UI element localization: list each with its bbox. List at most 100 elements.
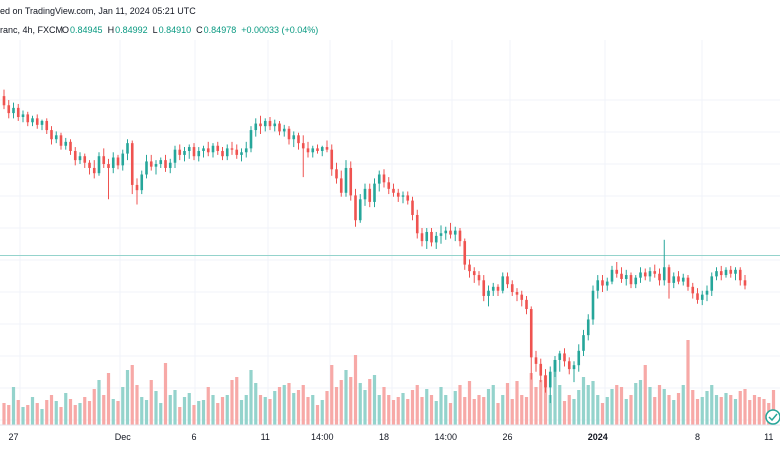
time-axis: 27 Dec 6 11 14:00 18 14:00 26 2024 8 11 <box>8 432 773 442</box>
volume-bar <box>648 387 652 425</box>
candle-body <box>434 235 438 243</box>
candle-body <box>629 275 633 285</box>
volume-bar <box>653 397 657 425</box>
candle-body <box>26 114 30 123</box>
candle-body <box>567 361 571 370</box>
candle-body <box>700 294 704 300</box>
volume-bar <box>672 400 676 425</box>
volume-bar <box>192 405 196 425</box>
candle-body <box>64 141 68 146</box>
candle-body <box>620 273 623 279</box>
volume-bar <box>596 395 600 425</box>
volume-bar <box>467 381 472 425</box>
volume-bar <box>330 365 334 425</box>
candle-body <box>111 157 115 168</box>
candle-body <box>12 107 15 114</box>
volume-bar <box>125 370 130 425</box>
volume-bar <box>482 397 486 425</box>
volume-bar <box>363 390 367 425</box>
volume-bar <box>87 401 92 425</box>
candle-body <box>225 148 229 157</box>
ohlc-label: H <box>108 25 115 35</box>
ohlc-value: 0.84910 <box>159 25 192 35</box>
volume-bar <box>463 397 467 425</box>
volume-bar <box>197 401 201 425</box>
candle-body <box>249 130 253 149</box>
volume-bar <box>591 381 595 425</box>
candle-body <box>643 272 647 277</box>
volume-bar <box>206 387 210 425</box>
candle-body <box>7 105 11 114</box>
ohlc-value: +0.00033 (+0.04%) <box>241 25 318 35</box>
candle-body <box>677 276 680 282</box>
volume-bar <box>144 400 149 425</box>
candle-body <box>59 135 63 146</box>
candle-body <box>349 167 353 196</box>
volume-bar <box>211 395 215 425</box>
volume-bar <box>510 399 514 425</box>
volume-bar <box>349 377 353 425</box>
volume-bar <box>700 397 704 425</box>
candle-body <box>73 150 77 161</box>
volume-bar <box>491 385 495 425</box>
candle-body <box>154 164 158 167</box>
volume-bar <box>78 403 82 425</box>
volume-bar <box>230 380 234 425</box>
tradingview-logo[interactable] <box>765 409 780 425</box>
volume-bar <box>49 395 54 425</box>
volume-bar <box>244 395 248 425</box>
candle-body <box>78 156 82 161</box>
x-tick-label: 14:00 <box>311 432 334 442</box>
candle-body <box>325 147 329 150</box>
candle-body <box>173 149 177 163</box>
volume-bar <box>54 401 58 425</box>
candle-body <box>425 231 429 242</box>
candle-body <box>724 269 728 276</box>
candle-body <box>449 230 452 235</box>
volume-bar <box>515 381 519 425</box>
volume-bar <box>111 399 115 425</box>
volume-bar <box>268 399 272 425</box>
volume-bar <box>562 401 567 425</box>
volume-bar <box>581 377 586 425</box>
x-tick-label: 26 <box>502 432 512 442</box>
candle-body <box>729 269 733 274</box>
volume-bar <box>182 397 187 425</box>
volume-bar <box>543 375 548 425</box>
candle-body <box>658 273 661 281</box>
volume-bar <box>600 403 605 425</box>
volume-bar <box>187 393 191 425</box>
candle-body <box>715 271 718 277</box>
volume-bar <box>387 395 391 425</box>
candle-body <box>563 353 566 362</box>
candle-body <box>344 167 348 193</box>
volume-bar <box>624 399 628 425</box>
volume-bar <box>757 397 761 425</box>
volume-bar <box>201 400 206 425</box>
candle-body <box>311 148 315 153</box>
candle-body <box>439 233 443 236</box>
candle-body <box>710 276 714 291</box>
x-tick-label: 11 <box>764 432 773 442</box>
volume-bar <box>539 380 543 425</box>
volume-bar <box>695 399 700 425</box>
volume-bar <box>705 391 709 425</box>
candle-body <box>468 264 471 272</box>
candle-body <box>192 147 196 157</box>
candle-body <box>373 183 376 202</box>
candle-body <box>282 128 286 132</box>
candle-body <box>126 143 129 154</box>
volume-bar <box>710 385 714 425</box>
volume-bar <box>121 387 125 425</box>
ohlc-label: L <box>153 25 158 35</box>
candle-body <box>130 143 134 185</box>
volume-bar <box>116 401 120 425</box>
volume-bar <box>638 380 643 425</box>
candle-body <box>458 230 462 242</box>
candle-body <box>287 128 291 140</box>
candle-body <box>330 149 334 170</box>
candle-body <box>553 359 557 372</box>
candle-body <box>121 153 125 166</box>
volume-bar <box>691 390 695 425</box>
